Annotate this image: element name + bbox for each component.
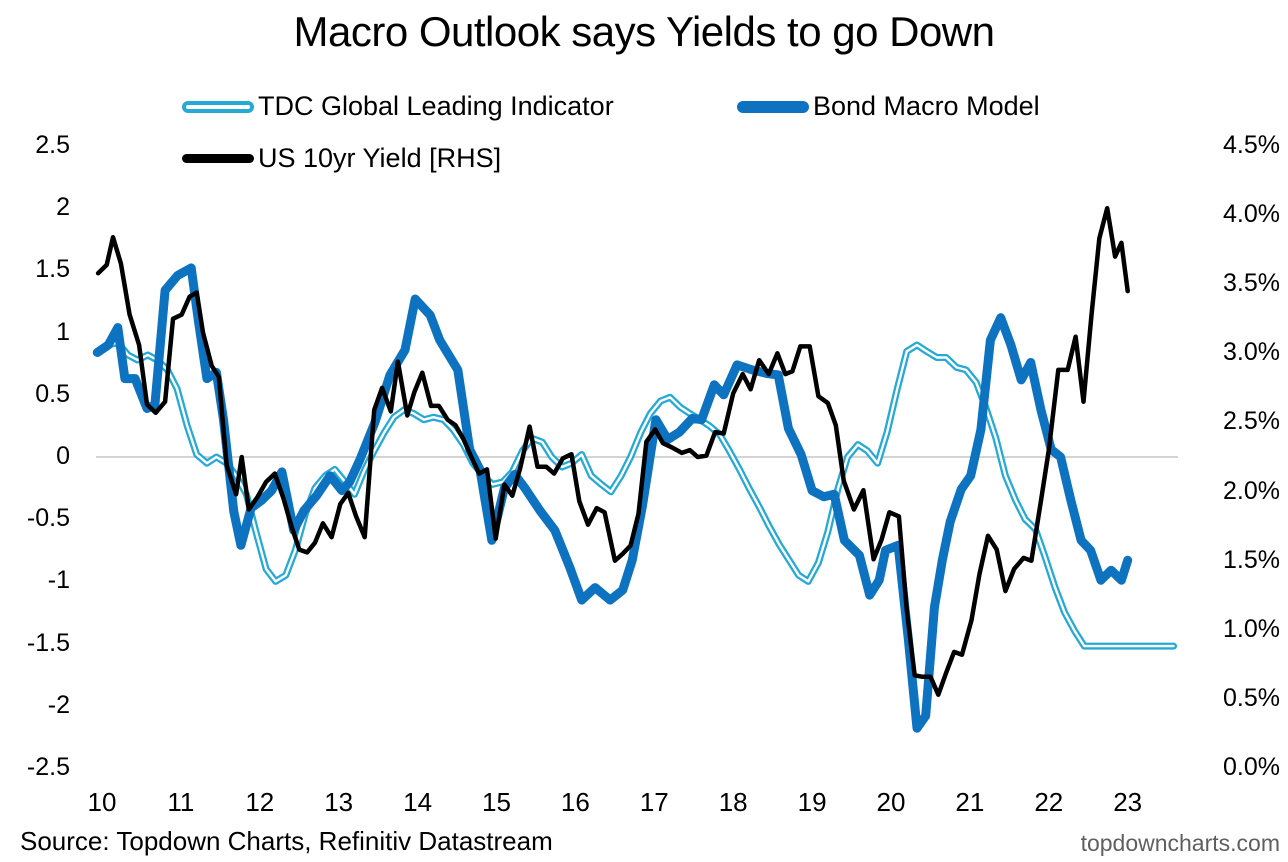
watermark: topdowncharts.com xyxy=(1080,830,1280,856)
x-tick-label: 12 xyxy=(245,787,275,817)
legend-swatch-double-line-icon xyxy=(182,100,254,113)
y-right-tick-label: 4.0% xyxy=(1223,200,1280,229)
x-tick-label: 14 xyxy=(403,787,433,817)
legend-item-tdc-gli: TDC Global Leading Indicator xyxy=(182,91,614,122)
y-right-tick-label: 1.0% xyxy=(1223,614,1280,643)
legend-swatch-thick-line-icon xyxy=(737,100,809,113)
x-tick-label: 15 xyxy=(482,787,511,817)
y-left-tick-label: -1.5 xyxy=(26,628,70,657)
y-left-tick-label: 0.5 xyxy=(35,379,70,408)
y-right-tick-label: 3.0% xyxy=(1223,338,1280,367)
series-line-bond-macro-model xyxy=(92,263,1133,733)
y-left-tick-label: 2.5 xyxy=(35,131,70,159)
legend-item-us-10yr-yield: US 10yr Yield [RHS] xyxy=(182,143,501,174)
source-note: Source: Topdown Charts, Refinitiv Datast… xyxy=(20,826,553,856)
x-tick-label: 20 xyxy=(876,787,906,817)
y-left-tick-label: -2.5 xyxy=(26,753,70,781)
y-right-tick-label: 4.5% xyxy=(1223,131,1280,159)
y-left-tick-label: -2 xyxy=(47,690,70,719)
y-right-tick-label: 2.0% xyxy=(1223,476,1280,505)
series-line-tdc-global-leading-indicator-inner xyxy=(96,341,1175,648)
y-left-tick-label: 0 xyxy=(56,442,70,470)
legend-label: US 10yr Yield [RHS] xyxy=(258,143,502,173)
x-tick-label: 18 xyxy=(718,787,748,817)
x-tick-label: 21 xyxy=(955,787,985,817)
x-tick-label: 23 xyxy=(1113,787,1143,817)
y-right-tick-label: 0.5% xyxy=(1223,683,1280,712)
chart-title: Macro Outlook says Yields to go Down xyxy=(293,8,995,55)
y-right-tick-label: 3.5% xyxy=(1223,269,1280,298)
y-right-tick-label: 2.5% xyxy=(1223,407,1280,436)
legend-item-bond-macro-model: Bond Macro Model xyxy=(737,91,1040,122)
y-right-tick-label: 1.5% xyxy=(1223,545,1280,574)
series-line-us-10yr-yield xyxy=(95,205,1130,697)
y-left-tick-label: 1.5 xyxy=(35,255,70,284)
legend-label: TDC Global Leading Indicator xyxy=(258,91,614,121)
y-left-tick-label: 1 xyxy=(56,317,70,346)
x-tick-label: 17 xyxy=(639,787,669,817)
y-left-tick-label: 2 xyxy=(56,193,70,222)
legend-label: Bond Macro Model xyxy=(813,91,1040,121)
legend-swatch-line-icon xyxy=(182,154,254,163)
x-tick-label: 19 xyxy=(797,787,827,817)
x-tick-label: 11 xyxy=(167,787,195,817)
y-left-tick-label: -1 xyxy=(47,566,70,595)
x-tick-label: 13 xyxy=(324,787,354,817)
y-left-tick-label: -0.5 xyxy=(26,504,70,533)
x-tick-label: 16 xyxy=(560,787,590,817)
x-tick-label: 22 xyxy=(1034,787,1064,817)
x-tick-label: 10 xyxy=(87,787,117,817)
y-right-tick-label: 0.0% xyxy=(1223,753,1280,781)
